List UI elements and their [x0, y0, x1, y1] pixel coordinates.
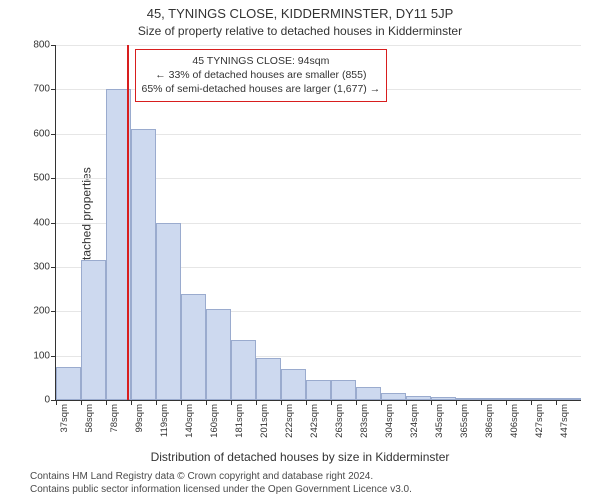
x-tick-mark	[281, 400, 282, 405]
x-tick-mark	[81, 400, 82, 405]
x-tick-label: 304sqm	[384, 404, 395, 438]
x-tick-mark	[106, 400, 107, 405]
x-tick-label: 345sqm	[434, 404, 445, 438]
y-tick-label: 500	[33, 173, 50, 184]
x-tick-label: 242sqm	[309, 404, 320, 438]
histogram-bar	[431, 397, 456, 400]
histogram-bar	[231, 340, 256, 400]
histogram-bar	[506, 398, 531, 400]
callout-line: 65% of semi-detached houses are larger (…	[142, 82, 381, 96]
histogram-bar	[81, 260, 106, 400]
histogram-bar	[181, 294, 206, 401]
x-tick-label: 263sqm	[334, 404, 345, 438]
x-tick-label: 365sqm	[459, 404, 470, 438]
footer-line-2: Contains public sector information licen…	[30, 483, 412, 496]
histogram-bar	[381, 393, 406, 400]
x-tick-label: 324sqm	[409, 404, 420, 438]
x-tick-mark	[356, 400, 357, 405]
x-tick-label: 78sqm	[109, 404, 120, 433]
histogram-bar	[356, 387, 381, 400]
callout-box: 45 TYNINGS CLOSE: 94sqm← 33% of detached…	[135, 49, 388, 102]
x-tick-label: 181sqm	[234, 404, 245, 438]
x-tick-mark	[331, 400, 332, 405]
callout-line: ← 33% of detached houses are smaller (85…	[142, 68, 381, 82]
histogram-bar	[131, 129, 156, 400]
chart-subtitle: Size of property relative to detached ho…	[0, 24, 600, 38]
callout-line: 45 TYNINGS CLOSE: 94sqm	[142, 54, 381, 68]
x-axis-label: Distribution of detached houses by size …	[0, 450, 600, 464]
histogram-bar	[531, 398, 556, 400]
reference-line	[127, 45, 129, 400]
y-tick-label: 0	[44, 395, 50, 406]
y-tick-label: 200	[33, 306, 50, 317]
x-tick-mark	[431, 400, 432, 405]
footer-text: Contains HM Land Registry data © Crown c…	[30, 470, 412, 496]
y-tick-label: 600	[33, 128, 50, 139]
y-tick-label: 300	[33, 261, 50, 272]
x-tick-label: 160sqm	[209, 404, 220, 438]
x-tick-mark	[531, 400, 532, 405]
x-tick-mark	[506, 400, 507, 405]
footer-line-1: Contains HM Land Registry data © Crown c…	[30, 470, 412, 483]
histogram-bar	[206, 309, 231, 400]
chart-container: 45, TYNINGS CLOSE, KIDDERMINSTER, DY11 5…	[0, 0, 600, 500]
x-tick-mark	[556, 400, 557, 405]
x-tick-mark	[381, 400, 382, 405]
x-tick-label: 58sqm	[84, 404, 95, 433]
x-tick-label: 427sqm	[534, 404, 545, 438]
y-tick-label: 700	[33, 84, 50, 95]
histogram-bar	[256, 358, 281, 400]
x-tick-mark	[256, 400, 257, 405]
x-tick-mark	[156, 400, 157, 405]
y-tick-label: 400	[33, 217, 50, 228]
x-tick-mark	[231, 400, 232, 405]
y-tick-label: 100	[33, 350, 50, 361]
histogram-bar	[306, 380, 331, 400]
x-tick-mark	[131, 400, 132, 405]
histogram-bar	[406, 396, 431, 400]
histogram-bar	[331, 380, 356, 400]
x-tick-label: 37sqm	[59, 404, 70, 433]
histogram-bar	[556, 398, 581, 400]
x-tick-label: 119sqm	[159, 404, 170, 437]
chart-title: 45, TYNINGS CLOSE, KIDDERMINSTER, DY11 5…	[0, 6, 600, 21]
histogram-bar	[481, 398, 506, 400]
histogram-bar	[56, 367, 81, 400]
x-tick-label: 99sqm	[134, 404, 145, 433]
y-tick-label: 800	[33, 40, 50, 51]
histogram-bar	[456, 398, 481, 400]
x-tick-mark	[456, 400, 457, 405]
x-tick-label: 283sqm	[359, 404, 370, 438]
plot-area: 010020030040050060070080037sqm58sqm78sqm…	[55, 45, 581, 401]
x-tick-label: 447sqm	[559, 404, 570, 438]
x-tick-label: 222sqm	[284, 404, 295, 438]
x-tick-mark	[406, 400, 407, 405]
x-tick-label: 386sqm	[484, 404, 495, 438]
histogram-bar	[281, 369, 306, 400]
histogram-bar	[156, 223, 181, 401]
x-tick-mark	[481, 400, 482, 405]
x-tick-mark	[56, 400, 57, 405]
x-tick-label: 140sqm	[184, 404, 195, 438]
x-tick-label: 406sqm	[509, 404, 520, 438]
x-tick-mark	[206, 400, 207, 405]
x-tick-mark	[181, 400, 182, 405]
x-tick-label: 201sqm	[259, 404, 270, 438]
x-tick-mark	[306, 400, 307, 405]
